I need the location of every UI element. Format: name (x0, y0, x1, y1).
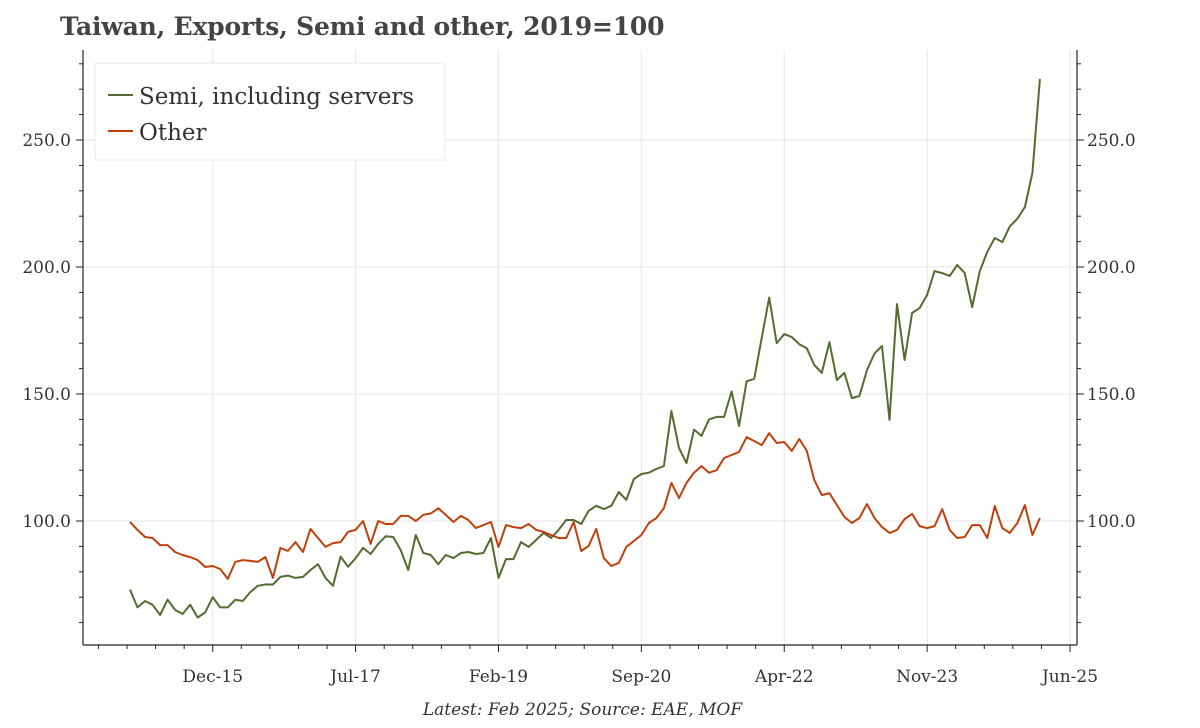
x-tick-label: Jun-25 (1040, 667, 1098, 687)
chart-title: Taiwan, Exports, Semi and other, 2019=10… (60, 12, 665, 41)
y-tick-label-left: 100.0 (22, 512, 71, 532)
y-tick-label-left: 250.0 (22, 131, 71, 151)
series-lines (129, 78, 1041, 619)
x-tick-label: Jul-17 (328, 667, 381, 687)
y-tick-label-left: 200.0 (22, 258, 71, 278)
x-tick-label: Feb-19 (469, 667, 528, 687)
y-tick-label-right: 200.0 (1087, 258, 1136, 278)
series-line-other (129, 432, 1041, 580)
legend-box (94, 62, 446, 161)
axes: 100.0 100.0 150.0 150.0 200.0 200.0 250.0 250.0… (22, 50, 1136, 687)
gridlines (83, 50, 1077, 645)
x-tick-label: Dec-15 (182, 667, 243, 687)
x-tick-label: Apr-22 (754, 667, 814, 687)
source-note: Latest: Feb 2025; Source: EAE, MOF (422, 700, 743, 720)
x-tick-label: Sep-20 (611, 667, 671, 687)
legend-label-other: Other (139, 120, 207, 146)
series-line-semi (129, 78, 1041, 619)
legend-label-semi: Semi, including servers (139, 84, 414, 110)
y-tick-label-right: 250.0 (1087, 131, 1136, 151)
y-tick-label-left: 150.0 (22, 385, 71, 405)
y-tick-label-right: 100.0 (1087, 512, 1136, 532)
x-tick-label: Nov-23 (896, 667, 958, 687)
legend: Semi, including servers Other (94, 62, 446, 161)
y-tick-label-right: 150.0 (1087, 385, 1136, 405)
